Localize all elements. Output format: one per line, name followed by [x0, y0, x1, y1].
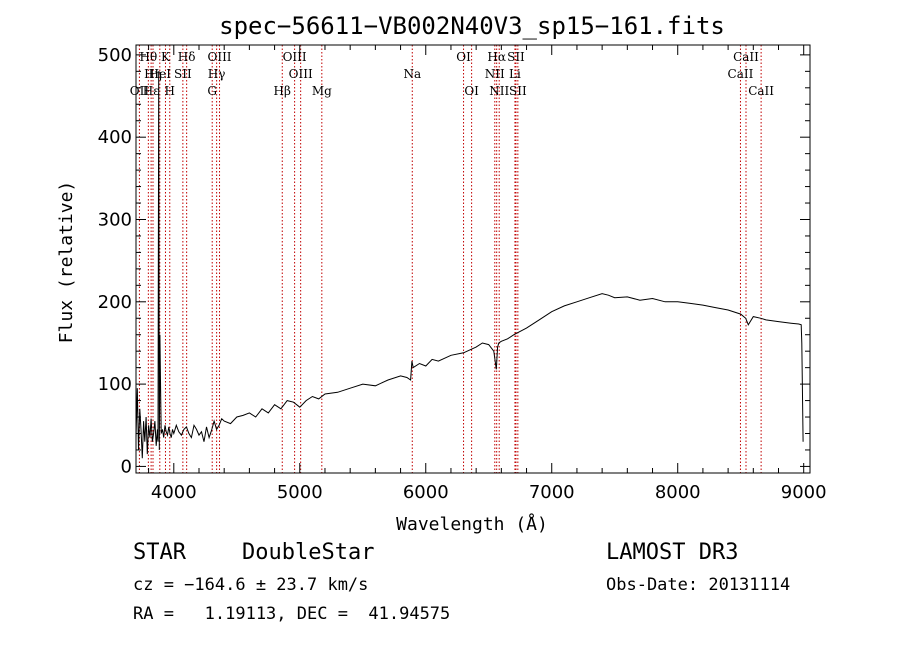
- spectral-line-label: SII: [174, 67, 192, 81]
- spectral-line-label: Hε: [143, 84, 160, 98]
- spectral-line-label: OI: [464, 84, 479, 98]
- y-tick-label: 500: [98, 45, 132, 66]
- spectral-line-label: H: [165, 84, 175, 98]
- y-tick-label: 0: [121, 456, 132, 477]
- object-subclass: DoubleStar: [242, 540, 375, 565]
- spectral-line-label: OIII: [283, 50, 307, 64]
- chart-title: spec−56611−VB002N40V3_sp15−161.fits: [219, 12, 725, 40]
- y-tick-label: 100: [98, 374, 132, 395]
- spectral-line-label: OII: [130, 84, 150, 98]
- spectral-line-label: K: [161, 50, 171, 64]
- spectral-line-label: OI: [456, 50, 471, 64]
- axis-ticks: 4000 5000 6000 7000 8000 9000 0 100 200 300 400 500: [98, 45, 827, 503]
- spectral-line-label: Mg: [312, 84, 332, 98]
- spectral-line-label: Li: [509, 67, 521, 81]
- spectral-line-label: Hβ: [274, 84, 291, 98]
- spectral-line-label: Hα: [487, 50, 506, 64]
- y-axis-label: Flux (relative): [56, 181, 77, 344]
- y-tick-label: 300: [98, 209, 132, 230]
- x-axis-label: Wavelength (Å): [396, 513, 548, 535]
- spectral-line-label: Hδ: [178, 50, 196, 64]
- x-tick-label: 8000: [655, 482, 701, 503]
- spectral-line-label: SII: [507, 50, 525, 64]
- spectral-line-label: NII: [489, 84, 509, 98]
- spectral-line-label: SII: [509, 84, 527, 98]
- spectral-line-label: G: [207, 84, 217, 98]
- spectral-line-label: OIII: [289, 67, 313, 81]
- spectral-line-label: Hη: [144, 67, 162, 81]
- spectral-line-label: Hγ: [208, 67, 226, 81]
- redshift-velocity: cz = −164.6 ± 23.7 km/s: [133, 575, 369, 595]
- spectral-line-label: OIII: [207, 50, 231, 64]
- survey-name: LAMOST DR3: [606, 540, 739, 565]
- observation-date: Obs-Date: 20131114: [606, 575, 791, 595]
- y-tick-label: 200: [98, 292, 132, 313]
- object-class: STAR: [133, 540, 186, 565]
- ra-dec-coordinates: RA = 1.19113, DEC = 41.94575: [133, 604, 451, 624]
- y-tick-label: 400: [98, 127, 132, 148]
- spectral-line-label: CaII: [733, 50, 759, 64]
- spectral-line-label: HeI: [149, 67, 172, 81]
- x-tick-label: 6000: [403, 482, 449, 503]
- spectral-line-markers: [138, 45, 762, 473]
- x-tick-label: 7000: [529, 482, 575, 503]
- plot-frame: [135, 44, 811, 474]
- x-tick-label: 5000: [277, 482, 323, 503]
- spectral-line-label: CaII: [728, 67, 754, 81]
- spectral-line-label: Hθ: [139, 50, 157, 64]
- flux-series-line: [135, 71, 804, 459]
- spectral-line-label: Na: [403, 67, 421, 81]
- x-tick-label: 4000: [151, 482, 197, 503]
- spectral-line-label: CaII: [748, 84, 774, 98]
- spectral-line-label: NII: [485, 67, 505, 81]
- x-tick-label: 9000: [781, 482, 827, 503]
